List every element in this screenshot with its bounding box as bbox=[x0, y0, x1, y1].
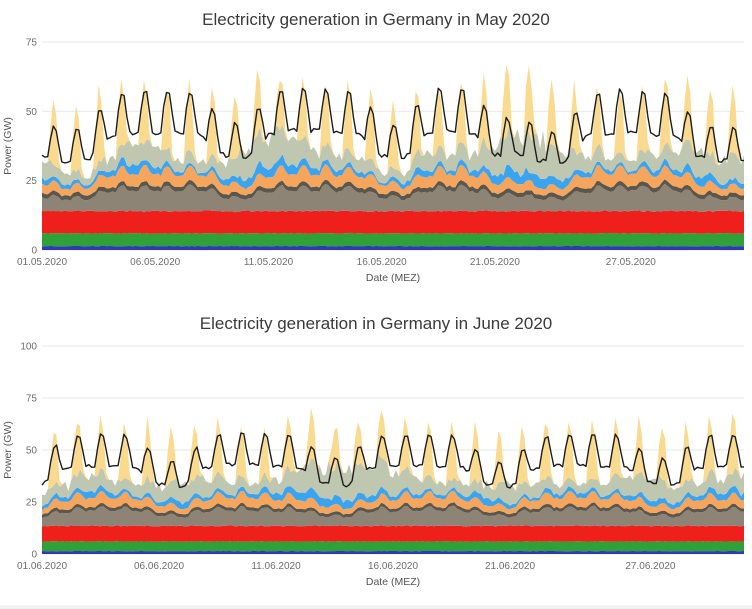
x-tick-label: 16.06.2020 bbox=[368, 561, 418, 572]
gas-area[interactable] bbox=[42, 491, 744, 515]
x-tick-label: 06.06.2020 bbox=[134, 561, 184, 572]
x-tick-label: 11.05.2020 bbox=[244, 257, 294, 268]
june-chart-canvas[interactable]: 0 25 50 75 100 01.06.2020 06.06.2020 11.06.2020… bbox=[0, 338, 752, 600]
x-tick-label: 01.06.2020 bbox=[17, 561, 67, 572]
y-tick-label: 0 bbox=[31, 246, 37, 257]
y-tick-label: 75 bbox=[26, 394, 38, 405]
nuclear-area[interactable] bbox=[42, 210, 744, 234]
y-tick-label: 75 bbox=[26, 38, 38, 49]
brown-coal-area[interactable] bbox=[42, 183, 744, 213]
gas-area[interactable] bbox=[42, 164, 744, 197]
wind-onshore-area[interactable] bbox=[42, 453, 744, 507]
may-chart-block: Electricity generation in Germany in May… bbox=[0, 0, 752, 296]
may-chart-title: Electricity generation in Germany in May… bbox=[202, 10, 550, 29]
bottom-edge bbox=[0, 605, 752, 609]
y-tick-label: 100 bbox=[20, 342, 37, 353]
wind-offshore-area[interactable] bbox=[42, 154, 744, 190]
hard-coal-area[interactable] bbox=[42, 502, 744, 519]
hydro-area[interactable] bbox=[42, 551, 744, 554]
y-axis-label: Power (GW) bbox=[2, 117, 14, 175]
x-tick-label: 01.05.2020 bbox=[17, 257, 67, 268]
solar-area[interactable] bbox=[42, 64, 744, 179]
x-tick-label: 06.05.2020 bbox=[130, 257, 180, 268]
nuclear-area[interactable] bbox=[42, 525, 744, 542]
y-tick-label: 50 bbox=[26, 107, 38, 118]
x-axis-label: Date (MEZ) bbox=[366, 576, 420, 588]
y-tick-label: 50 bbox=[26, 446, 38, 457]
y-tick-label: 0 bbox=[31, 550, 37, 561]
y-tick-label: 25 bbox=[26, 498, 38, 509]
solar-area[interactable] bbox=[42, 407, 744, 496]
june-chart-block: Electricity generation in Germany in Jun… bbox=[0, 304, 752, 600]
y-axis-label: Power (GW) bbox=[2, 421, 14, 479]
wind-onshore-area[interactable] bbox=[42, 123, 744, 186]
biomass-area[interactable] bbox=[42, 232, 744, 247]
x-tick-label: 16.05.2020 bbox=[357, 257, 407, 268]
june-chart-title: Electricity generation in Germany in Jun… bbox=[199, 314, 553, 333]
brown-coal-area[interactable] bbox=[42, 505, 744, 527]
hydro-area[interactable] bbox=[42, 246, 744, 250]
load-line[interactable] bbox=[41, 87, 745, 164]
x-tick-label: 11.06.2020 bbox=[251, 561, 301, 572]
x-tick-label: 21.05.2020 bbox=[470, 257, 520, 268]
x-tick-label: 27.05.2020 bbox=[606, 257, 656, 268]
hard-coal-area[interactable] bbox=[42, 179, 744, 201]
may-chart-canvas[interactable]: 0 25 50 75 01.05.2020 06.05.2020 11.05.2020 16.… bbox=[0, 34, 752, 296]
x-axis-label: Date (MEZ) bbox=[366, 272, 420, 284]
biomass-area[interactable] bbox=[42, 541, 744, 552]
x-tick-label: 21.06.2020 bbox=[485, 561, 535, 572]
y-tick-label: 25 bbox=[26, 176, 38, 187]
x-tick-label: 27.06.2020 bbox=[625, 561, 675, 572]
load-line[interactable] bbox=[41, 432, 745, 489]
wind-offshore-area[interactable] bbox=[42, 484, 744, 511]
